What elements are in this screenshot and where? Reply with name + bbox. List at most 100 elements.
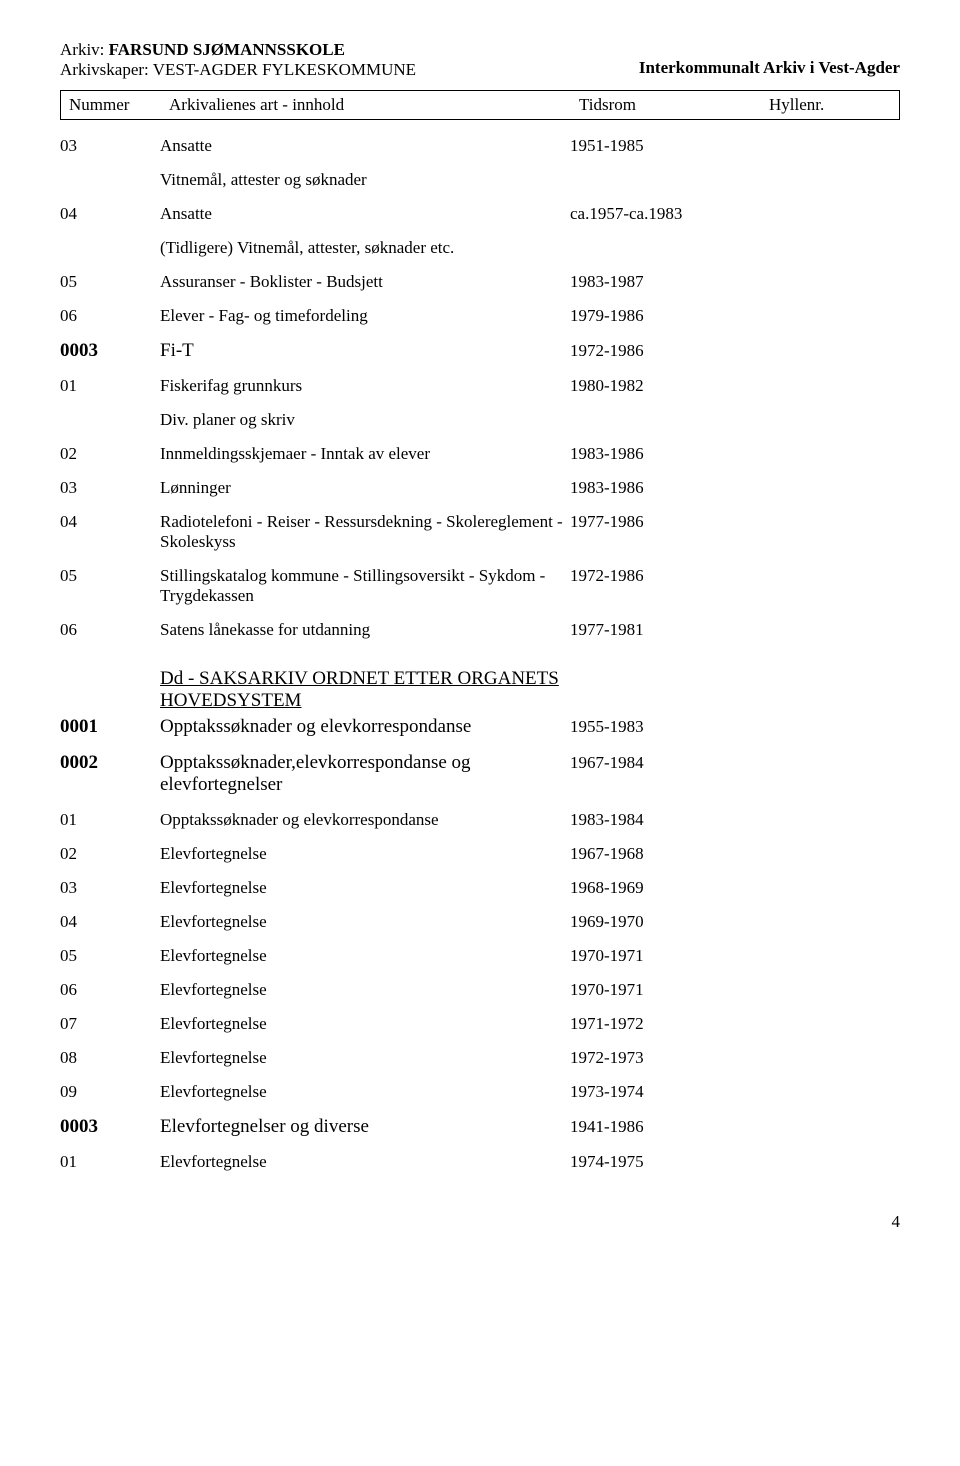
data-row: 04Ansatteca.1957-ca.1983	[60, 204, 900, 224]
data-row: 02Elevfortegnelse1967-1968	[60, 844, 900, 864]
row-tidsrom: 1974-1975	[570, 1152, 760, 1172]
row-description: Opptakssøknader og elevkorrespondanse	[160, 810, 570, 830]
row-number: 08	[60, 1048, 160, 1068]
data-row: 0003Elevfortegnelser og diverse1941-1986	[60, 1116, 900, 1138]
row-number: 01	[60, 810, 160, 830]
row-number: 0003	[60, 340, 160, 362]
data-row: 03Lønninger1983-1986	[60, 478, 900, 498]
row-number: 03	[60, 136, 160, 156]
row-tidsrom: 1983-1986	[570, 478, 760, 498]
data-row: 06Elever - Fag- og timefordeling1979-198…	[60, 306, 900, 326]
row-description: Innmeldingsskjemaer - Inntak av elever	[160, 444, 570, 464]
note-row: (Tidligere) Vitnemål, attester, søknader…	[60, 238, 900, 258]
row-description: Elevfortegnelse	[160, 1082, 570, 1102]
data-row: 04Radiotelefoni - Reiser - Ressursdeknin…	[60, 512, 900, 552]
row-number: 04	[60, 512, 160, 532]
section-title: Dd - SAKSARKIV ORDNET ETTER ORGANETS HOV…	[160, 668, 570, 712]
row-tidsrom: 1972-1973	[570, 1048, 760, 1068]
row-tidsrom: ca.1957-ca.1983	[570, 204, 760, 224]
data-row: 03Elevfortegnelse1968-1969	[60, 878, 900, 898]
row-description: Elevfortegnelse	[160, 844, 570, 864]
row-tidsrom: 1967-1968	[570, 844, 760, 864]
arkiv-line: Arkiv: FARSUND SJØMANNSSKOLE	[60, 40, 416, 60]
row-description: Elevfortegnelse	[160, 946, 570, 966]
row-tidsrom: 1973-1974	[570, 1082, 760, 1102]
arkivskaper-label: Arkivskaper:	[60, 60, 153, 79]
row-number: 05	[60, 566, 160, 586]
row-description: Elevfortegnelse	[160, 878, 570, 898]
data-row: 0001Opptakssøknader og elevkorrespondans…	[60, 716, 900, 738]
row-tidsrom: 1972-1986	[570, 341, 760, 361]
row-number: 01	[60, 376, 160, 396]
row-number: 0003	[60, 1116, 160, 1138]
row-description: Elevfortegnelse	[160, 1152, 570, 1172]
row-number: 05	[60, 946, 160, 966]
section-row: Dd - SAKSARKIV ORDNET ETTER ORGANETS HOV…	[60, 668, 900, 712]
row-number: 0001	[60, 716, 160, 738]
row-tidsrom: 1971-1972	[570, 1014, 760, 1034]
row-number: 02	[60, 444, 160, 464]
row-number: 01	[60, 1152, 160, 1172]
row-number: 05	[60, 272, 160, 292]
row-number: 03	[60, 478, 160, 498]
col-hyllenr: Hyllenr.	[769, 95, 891, 115]
row-number: 06	[60, 980, 160, 1000]
data-row: 05Stillingskatalog kommune - Stillingsov…	[60, 566, 900, 606]
row-tidsrom: 1977-1981	[570, 620, 760, 640]
row-description: Opptakssøknader,elevkorrespondanse og el…	[160, 752, 570, 796]
row-tidsrom: 1983-1986	[570, 444, 760, 464]
data-row: 07Elevfortegnelse1971-1972	[60, 1014, 900, 1034]
row-description: Elever - Fag- og timefordeling	[160, 306, 570, 326]
header-right-title: Interkommunalt Arkiv i Vest-Agder	[639, 40, 900, 78]
data-row: 06Satens lånekasse for utdanning1977-198…	[60, 620, 900, 640]
rows-container: 03Ansatte1951-1985Vitnemål, attester og …	[60, 136, 900, 1172]
data-row: 0002Opptakssøknader,elevkorrespondanse o…	[60, 752, 900, 796]
arkiv-value: FARSUND SJØMANNSSKOLE	[109, 40, 345, 59]
row-tidsrom: 1968-1969	[570, 878, 760, 898]
row-number: 04	[60, 204, 160, 224]
data-row: 09Elevfortegnelse1973-1974	[60, 1082, 900, 1102]
row-description: Elevfortegnelse	[160, 1048, 570, 1068]
note-text: Vitnemål, attester og søknader	[160, 170, 760, 190]
data-row: 06Elevfortegnelse1970-1971	[60, 980, 900, 1000]
note-text: (Tidligere) Vitnemål, attester, søknader…	[160, 238, 760, 258]
row-description: Ansatte	[160, 136, 570, 156]
row-number: 0002	[60, 752, 160, 774]
row-description: Assuranser - Boklister - Budsjett	[160, 272, 570, 292]
data-row: 05Assuranser - Boklister - Budsjett1983-…	[60, 272, 900, 292]
row-tidsrom: 1969-1970	[570, 912, 760, 932]
col-nummer: Nummer	[69, 95, 169, 115]
row-tidsrom: 1977-1986	[570, 512, 760, 532]
row-description: Lønninger	[160, 478, 570, 498]
row-number: 02	[60, 844, 160, 864]
row-tidsrom: 1983-1984	[570, 810, 760, 830]
row-description: Elevfortegnelse	[160, 980, 570, 1000]
data-row: 08Elevfortegnelse1972-1973	[60, 1048, 900, 1068]
row-description: Stillingskatalog kommune - Stillingsover…	[160, 566, 570, 606]
data-row: 0003Fi-T1972-1986	[60, 340, 900, 362]
row-description: Fi-T	[160, 340, 570, 362]
note-row: Div. planer og skriv	[60, 410, 900, 430]
row-number: 09	[60, 1082, 160, 1102]
row-description: Satens lånekasse for utdanning	[160, 620, 570, 640]
row-tidsrom: 1970-1971	[570, 946, 760, 966]
row-description: Elevfortegnelse	[160, 1014, 570, 1034]
arkivskaper-value: VEST-AGDER FYLKESKOMMUNE	[153, 60, 416, 79]
note-row: Vitnemål, attester og søknader	[60, 170, 900, 190]
document-header: Arkiv: FARSUND SJØMANNSSKOLE Arkivskaper…	[60, 40, 900, 80]
row-tidsrom: 1983-1987	[570, 272, 760, 292]
row-tidsrom: 1941-1986	[570, 1117, 760, 1137]
note-text: Div. planer og skriv	[160, 410, 760, 430]
row-tidsrom: 1980-1982	[570, 376, 760, 396]
arkivskaper-line: Arkivskaper: VEST-AGDER FYLKESKOMMUNE	[60, 60, 416, 80]
data-row: 04Elevfortegnelse1969-1970	[60, 912, 900, 932]
data-row: 01Elevfortegnelse1974-1975	[60, 1152, 900, 1172]
row-description: Fiskerifag grunnkurs	[160, 376, 570, 396]
row-number: 06	[60, 620, 160, 640]
arkiv-label: Arkiv:	[60, 40, 109, 59]
data-row: 05Elevfortegnelse1970-1971	[60, 946, 900, 966]
row-number: 06	[60, 306, 160, 326]
header-left: Arkiv: FARSUND SJØMANNSSKOLE Arkivskaper…	[60, 40, 416, 80]
data-row: 01Fiskerifag grunnkurs1980-1982	[60, 376, 900, 396]
row-description: Ansatte	[160, 204, 570, 224]
